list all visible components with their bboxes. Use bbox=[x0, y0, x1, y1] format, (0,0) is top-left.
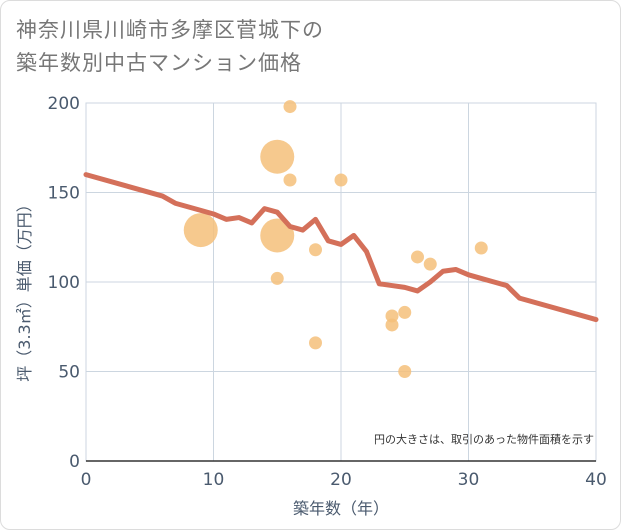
bubble-series bbox=[183, 100, 488, 378]
x-tick-label: 40 bbox=[585, 470, 607, 490]
bubble-point bbox=[270, 271, 284, 285]
bubble-point bbox=[309, 336, 322, 350]
bubble-point bbox=[283, 100, 297, 114]
y-tick-label: 100 bbox=[48, 273, 80, 293]
grid-lines bbox=[85, 102, 597, 462]
size-note: 円の大きさは、取引のあった物件面積を示す bbox=[374, 432, 594, 446]
bubble-point bbox=[260, 139, 295, 174]
bubble-point bbox=[334, 173, 348, 187]
bubble-point bbox=[283, 173, 297, 187]
chart-title: 神奈川県川崎市多摩区菅城下の 築年数別中古マンション価格 bbox=[16, 14, 576, 80]
bubble-point bbox=[309, 243, 322, 257]
bubble-point bbox=[474, 241, 488, 255]
y-tick-label: 150 bbox=[48, 184, 80, 204]
trend-line bbox=[83, 172, 599, 323]
x-tick-label: 20 bbox=[330, 470, 352, 490]
x-tick-label: 10 bbox=[203, 470, 225, 490]
bubble-point bbox=[260, 218, 295, 253]
title-line-2: 築年数別中古マンション価格 bbox=[16, 51, 302, 75]
y-tick-label: 200 bbox=[48, 94, 80, 114]
y-axis-label: 坪（3.3㎡）単価（万円） bbox=[15, 196, 34, 381]
title-line-1: 神奈川県川崎市多摩区菅城下の bbox=[16, 18, 324, 42]
y-tick-label: 0 bbox=[69, 452, 80, 472]
bubble-point bbox=[385, 309, 399, 323]
bubble-point bbox=[385, 318, 399, 332]
tick-labels: 0 10 20 30 40 0 50 100 150 200 bbox=[48, 94, 607, 490]
bubble-point bbox=[398, 305, 412, 319]
bubble-point bbox=[411, 250, 424, 264]
bubble-point bbox=[183, 213, 218, 248]
x-tick-label: 0 bbox=[81, 470, 92, 490]
bubble-point bbox=[423, 257, 437, 271]
bubble-point bbox=[398, 365, 412, 378]
x-tick-label: 30 bbox=[458, 470, 480, 490]
trend-series bbox=[83, 172, 599, 323]
x-axis-label: 築年数（年） bbox=[293, 499, 389, 518]
y-tick-label: 50 bbox=[58, 363, 80, 383]
